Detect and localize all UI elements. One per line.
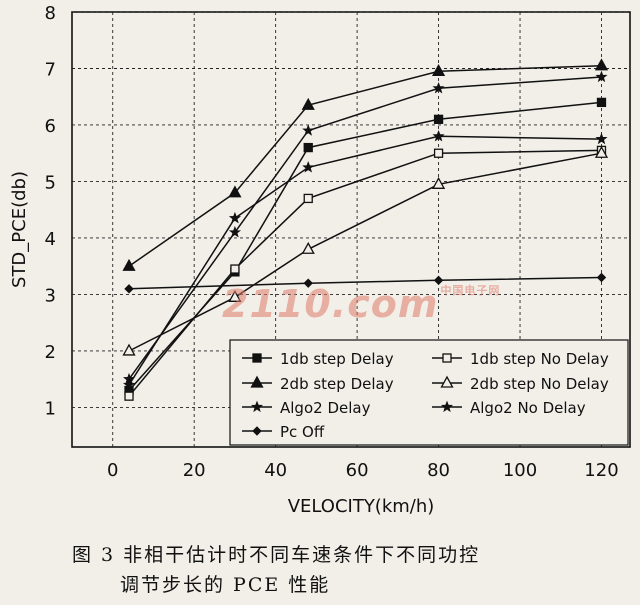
y-tick-label: 6 xyxy=(45,116,56,137)
figure-caption: 图 3 非相干估计时不同车速条件下不同功控 调节步长的 PCE 性能 xyxy=(72,540,632,600)
chart-svg: 0 20 40 60 80 100 120 1 2 3 4 5 6 7 8 VELOCITY(km/h) STD… xyxy=(9,3,631,517)
data-point xyxy=(228,289,242,302)
data-point xyxy=(250,400,264,413)
y-tick-label: 8 xyxy=(45,3,56,24)
y-axis-label: STD_PCE(db) xyxy=(9,171,30,288)
watermark-text: 2110.com xyxy=(222,282,439,326)
data-point xyxy=(302,161,315,173)
caption-line-1: 图 3 非相干估计时不同车速条件下不同功控 xyxy=(72,544,481,566)
chart: 0 20 40 60 80 100 120 1 2 3 4 5 6 7 8 VELOCITY(km/h) STD… xyxy=(9,3,631,517)
watermark-small-text: 中国电子网 xyxy=(440,284,501,297)
data-point xyxy=(228,225,242,238)
data-point xyxy=(230,264,240,274)
series-line xyxy=(128,76,602,380)
x-tick-label: 80 xyxy=(427,460,450,481)
data-point xyxy=(302,124,315,136)
legend-label: Pc Off xyxy=(280,423,325,441)
legend-label: 1db step Delay xyxy=(280,350,394,368)
legend-item: 1db step Delay xyxy=(242,350,394,368)
data-point xyxy=(250,375,264,388)
legend-item: Pc Off xyxy=(242,423,325,441)
y-tick-label: 3 xyxy=(45,285,56,306)
data-point xyxy=(122,258,136,271)
legend-label: 1db step No Delay xyxy=(470,350,609,368)
legend-item: Algo2 No Delay xyxy=(432,399,586,417)
legend-item: 1db step No Delay xyxy=(432,350,609,368)
data-point xyxy=(432,81,445,94)
data-point xyxy=(122,343,136,356)
legend-item: Algo2 Delay xyxy=(242,399,371,417)
data-point xyxy=(303,278,313,288)
legend-label: Algo2 No Delay xyxy=(470,399,586,417)
data-point xyxy=(431,176,446,189)
legend-label: 2db step No Delay xyxy=(470,375,609,393)
data-point xyxy=(594,58,609,71)
y-tick-label: 7 xyxy=(45,59,56,80)
data-point xyxy=(442,353,452,363)
data-point xyxy=(595,132,608,145)
data-point xyxy=(440,400,454,413)
data-point xyxy=(228,211,242,224)
series-2db-step-no-delay xyxy=(122,145,609,356)
data-point xyxy=(431,63,446,76)
y-tick-label: 4 xyxy=(45,229,56,250)
data-point xyxy=(124,284,134,294)
legend-label: Algo2 Delay xyxy=(280,399,371,417)
data-point xyxy=(433,148,444,158)
series-line xyxy=(128,276,602,290)
data-point xyxy=(252,426,262,436)
legend-box xyxy=(229,339,629,446)
x-tick-label: 120 xyxy=(584,460,618,481)
data-point xyxy=(303,142,313,153)
legend: 1db step Delay 1db step No Delay 2db step … xyxy=(229,339,629,446)
data-point xyxy=(124,391,134,401)
data-point xyxy=(440,375,454,388)
x-tick-label: 60 xyxy=(346,460,369,481)
x-tick-label: 40 xyxy=(264,460,287,481)
data-point xyxy=(301,97,315,110)
data-point xyxy=(596,97,607,108)
legend-item: 2db step No Delay xyxy=(432,375,609,393)
data-point xyxy=(432,129,445,142)
x-tick-label: 100 xyxy=(503,460,537,481)
watermark-logo: 2110.com 中国电子网 xyxy=(222,282,500,326)
data-point xyxy=(433,275,444,286)
data-point xyxy=(596,272,607,283)
legend-item: 2db step Delay xyxy=(242,375,394,393)
y-tick-label: 2 xyxy=(45,342,56,363)
series-pc-off xyxy=(124,272,607,294)
data-point xyxy=(594,145,609,158)
data-point xyxy=(228,185,242,198)
series-algo2-no-delay xyxy=(122,129,608,390)
x-tick-label: 20 xyxy=(183,460,206,481)
caption-line-2: 调节步长的 PCE 性能 xyxy=(120,574,331,596)
y-tick-label: 5 xyxy=(45,172,56,193)
series-line xyxy=(128,64,602,267)
series-2db-step-delay xyxy=(122,58,609,271)
legend-label: 2db step Delay xyxy=(280,375,394,393)
data-point xyxy=(433,114,444,124)
x-axis-label: VELOCITY(km/h) xyxy=(288,496,435,517)
data-point xyxy=(122,378,136,390)
y-tick-label: 1 xyxy=(45,398,56,419)
data-point xyxy=(252,353,262,363)
series-algo2-delay xyxy=(122,70,608,385)
x-tick-label: 0 xyxy=(107,460,118,481)
data-point xyxy=(303,193,313,204)
data-point xyxy=(301,241,315,254)
data-point xyxy=(595,70,608,83)
